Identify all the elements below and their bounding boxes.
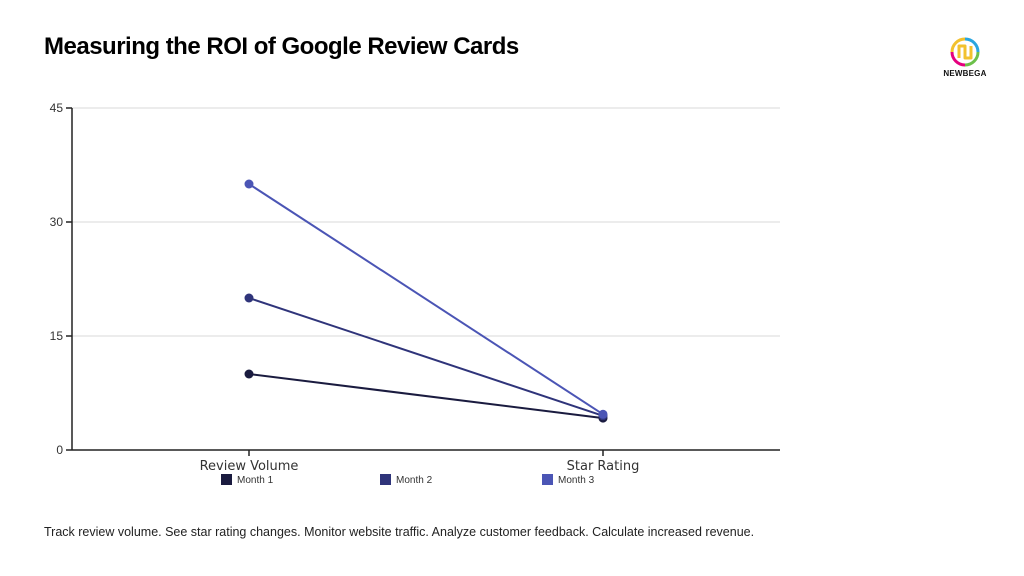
series-line (248, 297, 604, 417)
x-tick-label: Review Volume (200, 459, 299, 474)
series-line (248, 373, 604, 420)
x-tick-label: Star Rating (567, 459, 640, 474)
y-tick-label: 45 (50, 101, 64, 115)
legend-label: Month 1 (237, 475, 274, 486)
data-point (244, 293, 254, 303)
newbega-logo: NEWBEGA (940, 36, 990, 80)
y-tick-label: 30 (50, 215, 64, 229)
legend-swatch (542, 474, 553, 485)
series-line (248, 183, 604, 416)
footer-text: Track review volume. See star rating cha… (44, 525, 755, 539)
y-tick-label: 0 (56, 443, 63, 457)
legend-swatch (380, 474, 391, 485)
data-point (244, 179, 254, 189)
legend-label: Month 2 (396, 475, 433, 486)
data-point (598, 409, 608, 419)
legend-label: Month 3 (558, 475, 595, 486)
page-title: Measuring the ROI of Google Review Cards (44, 33, 519, 60)
data-point (244, 369, 254, 379)
logo-text: NEWBEGA (943, 69, 987, 78)
y-tick-label: 15 (50, 329, 64, 343)
legend-swatch (221, 474, 232, 485)
logo-icon (950, 37, 980, 67)
